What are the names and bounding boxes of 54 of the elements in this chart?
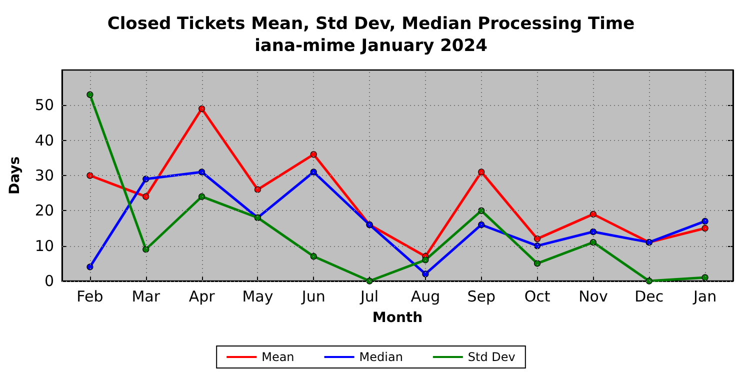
point [702, 274, 708, 281]
point [478, 207, 485, 214]
point [310, 168, 317, 176]
point [702, 224, 708, 232]
y-axis-title: Days [7, 156, 23, 195]
point [142, 193, 150, 200]
x-tick-label: Aug [410, 288, 440, 306]
point [478, 168, 485, 176]
point [86, 91, 94, 98]
point [310, 253, 317, 260]
point [646, 278, 652, 284]
point [310, 151, 317, 158]
x-tick-label: Dec [634, 288, 664, 306]
point [422, 270, 429, 278]
y-tick-label: 30 [34, 166, 54, 184]
y-tick-label: 10 [34, 236, 54, 255]
point [534, 242, 541, 250]
point [590, 239, 597, 246]
point [534, 260, 541, 267]
point [198, 193, 206, 200]
point [254, 186, 262, 193]
x-tick-label: Nov [578, 288, 608, 306]
x-tick-label: Jul [359, 288, 379, 306]
point [590, 228, 597, 236]
x-axis-title: Month [372, 310, 423, 326]
legend-label: Median [359, 350, 403, 364]
point [142, 246, 150, 253]
point [142, 176, 150, 182]
legend-label: Std Dev [468, 350, 516, 364]
x-tick-label: Sep [467, 288, 496, 306]
point [86, 264, 94, 270]
chart-subtitle: iana-mime January 2024 [254, 36, 488, 56]
x-tick-label: Feb [76, 288, 104, 306]
point [198, 105, 206, 112]
y-tick-label: 50 [34, 96, 54, 114]
x-tick-label: Jan [692, 288, 717, 306]
point [86, 172, 94, 179]
point [702, 218, 708, 225]
x-tick-label: Jun [300, 288, 326, 306]
point [478, 221, 485, 228]
point [366, 278, 373, 284]
x-tick-label: Mar [132, 288, 161, 306]
point [590, 210, 597, 218]
point [422, 256, 429, 264]
x-tick-label: Oct [524, 288, 550, 306]
y-tick-label: 0 [44, 272, 54, 290]
point [198, 168, 206, 176]
x-tick-label: May [242, 288, 274, 306]
x-tick-label: Apr [188, 288, 216, 306]
point [534, 236, 541, 242]
chart-title: Closed Tickets Mean, Std Dev, Median Processing Time [107, 14, 635, 34]
legend-label: Mean [262, 350, 294, 364]
y-tick-label: 20 [34, 202, 54, 220]
y-tick-label: 40 [34, 131, 54, 150]
